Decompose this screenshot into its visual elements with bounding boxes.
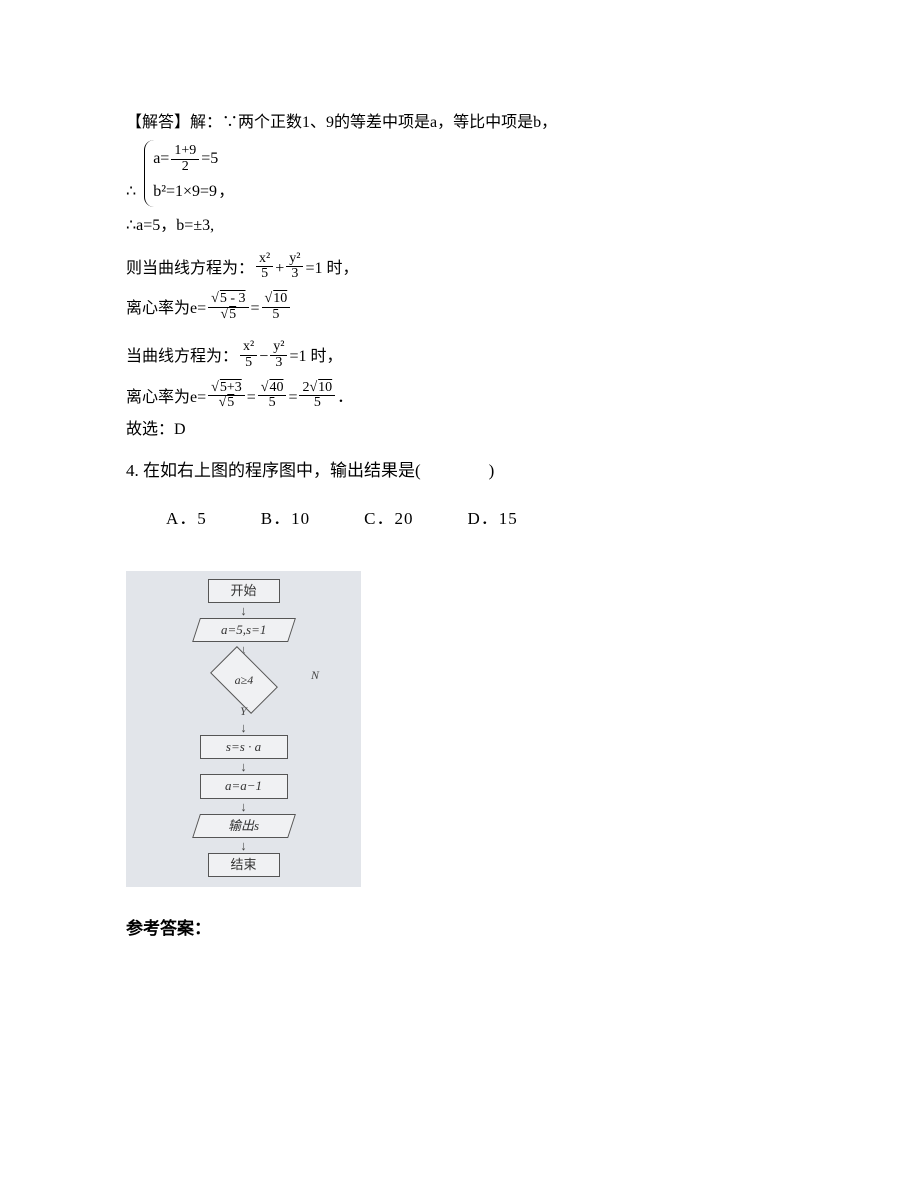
equals-5: =5 [201, 148, 218, 170]
answer-heading: 参考答案： [126, 917, 820, 941]
fc-output: 输出s [192, 814, 296, 838]
fc-end: 结束 [208, 853, 280, 877]
hyper-suffix: =1 时， [289, 346, 342, 370]
question-4-text: 4. 在如右上图的程序图中，输出结果是( ) [126, 459, 820, 483]
fc-start: 开始 [208, 579, 280, 603]
conclusion: 故选：D [126, 419, 820, 441]
fc-proc1: s=s · a [200, 735, 288, 759]
frac-y2-3: y² 3 [286, 252, 303, 282]
document-page: 【解答】解：∵两个正数1、9的等差中项是a，等比中项是b， ∴ a= 1+9 2… [0, 0, 920, 981]
arrow-icon: ↓ [134, 604, 353, 617]
fc-no-label: N [311, 667, 319, 684]
comma: ， [218, 181, 234, 207]
ecc2-frac2: √40 5 [258, 381, 287, 411]
frac-y2-3b: y² 3 [270, 340, 287, 370]
ecc2-frac1: √5+3 √5 [208, 381, 245, 411]
ecc2-frac3: 2√10 5 [299, 381, 335, 411]
frac-x2-5: x² 5 [256, 252, 273, 282]
ecc1-eq: = [251, 298, 260, 322]
fc-proc2: a=a−1 [200, 774, 288, 798]
ecc1-frac1: √5 - 3 √5 [208, 292, 248, 322]
flowchart: 开始 ↓ a=5,s=1 ↓ a≥4 N Y ↓ s=s · a ↓ a=a−1… [126, 571, 361, 887]
brace-row-2: b²=1×9=9 [153, 181, 218, 203]
arrow-icon: ↓ [134, 800, 353, 813]
question-4-options: A．5 B．10 C．20 D．15 [166, 507, 820, 531]
ellipse-suffix: =1 时， [305, 258, 358, 282]
fc-yes-label: Y [240, 703, 247, 720]
ecc1-line: 离心率为e= √5 - 3 √5 = √10 5 [126, 292, 820, 322]
arrow-icon: ↓ [134, 839, 353, 852]
fc-init: a=5,s=1 [192, 618, 296, 642]
frac-x2-5b: x² 5 [240, 340, 257, 370]
arrow-icon: ↓ [134, 721, 353, 734]
ellipse-line: 则当曲线方程为： x² 5 + y² 3 =1 时， [126, 252, 820, 282]
result-ab: ∴a=5，b=±3, [126, 215, 820, 237]
hyper-prefix: 当曲线方程为： [126, 346, 238, 370]
ellipse-prefix: 则当曲线方程为： [126, 258, 254, 282]
solution-header: 【解答】解：∵两个正数1、9的等差中项是a，等比中项是b， [126, 112, 820, 134]
ecc2-line: 离心率为e= √5+3 √5 = √40 5 = 2√10 5 ． [126, 381, 820, 411]
ecc2-eq2: = [288, 387, 297, 411]
ecc2-prefix: 离心率为e= [126, 387, 206, 411]
brace-system: ∴ a= 1+9 2 =5 b²=1×9=9 ， [126, 140, 820, 207]
brace-left: a= 1+9 2 =5 b²=1×9=9 [144, 140, 218, 207]
ecc2-eq1: = [247, 387, 256, 411]
arrow-icon: ↓ [134, 760, 353, 773]
minus: − [259, 346, 268, 370]
ecc1-frac2: √10 5 [262, 292, 291, 322]
ecc1-prefix: 离心率为e= [126, 298, 206, 322]
brace-row-1: a= 1+9 2 =5 [153, 144, 218, 174]
ecc2-suffix: ． [337, 387, 353, 411]
therefore-symbol: ∴ [126, 181, 136, 207]
plus: + [275, 258, 284, 282]
frac-1-9-over-2: 1+9 2 [171, 144, 199, 174]
hyper-line: 当曲线方程为： x² 5 − y² 3 =1 时， [126, 340, 820, 370]
a-equals: a= [153, 148, 169, 170]
fc-cond-row: a≥4 N [134, 657, 353, 703]
